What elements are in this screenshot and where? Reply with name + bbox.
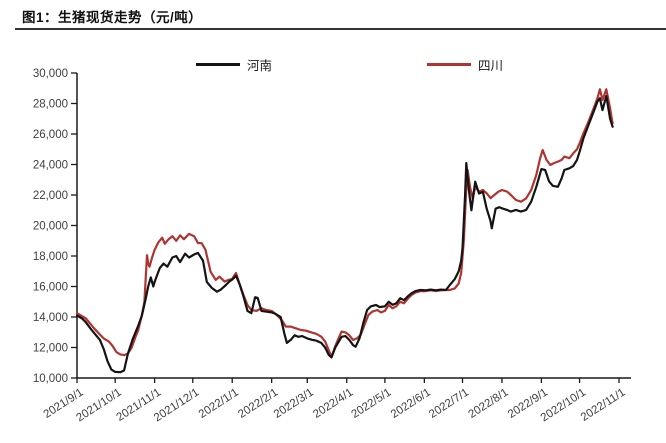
x-axis-tick-label: 2022/11/1: [579, 386, 628, 423]
x-axis-tick-label: 2022/8/1: [467, 386, 511, 420]
henan-series-line: [75, 94, 614, 374]
y-axis-tick-label: 20,000: [33, 221, 68, 233]
x-axis-tick-label: 2022/1/1: [197, 386, 241, 420]
sichuan-line-swatch: [427, 62, 471, 66]
title-rule: [15, 28, 666, 30]
y-axis-tick-label: 28,000: [33, 99, 68, 111]
y-axis-tick-label: 26,000: [33, 129, 68, 141]
legend-item-sichuan: 四川: [427, 56, 504, 73]
x-axis-tick-label: 2022/2/1: [236, 386, 280, 420]
y-axis-tick-label: 18,000: [33, 251, 68, 263]
x-axis-tick-label: 2022/7/1: [427, 386, 471, 420]
figure-title: 图1：生猪现货走势（元/吨）: [22, 10, 203, 25]
x-axis-tick-label: 2022/3/1: [272, 386, 316, 420]
x-axis-tick-label: 2022/6/1: [389, 386, 433, 420]
x-axis-tick-label: 2022/5/1: [349, 386, 393, 420]
y-axis-tick-label: 22,000: [33, 190, 68, 202]
y-axis-tick-label: 24,000: [33, 160, 68, 172]
y-axis-tick-label: 30,000: [33, 68, 68, 80]
y-axis-tick-label: 10,000: [33, 373, 68, 385]
y-axis-tick-label: 16,000: [33, 282, 68, 294]
legend-label-sichuan: 四川: [478, 58, 504, 73]
legend-item-henan: 河南: [196, 56, 273, 73]
x-axis-tick-label: 2022/4/1: [311, 386, 355, 420]
legend-label-henan: 河南: [247, 58, 273, 73]
y-axis-tick-label: 14,000: [33, 312, 68, 324]
henan-line-swatch: [196, 62, 240, 66]
sichuan-series-line: [75, 88, 614, 359]
y-axis-tick-label: 12,000: [33, 343, 68, 355]
